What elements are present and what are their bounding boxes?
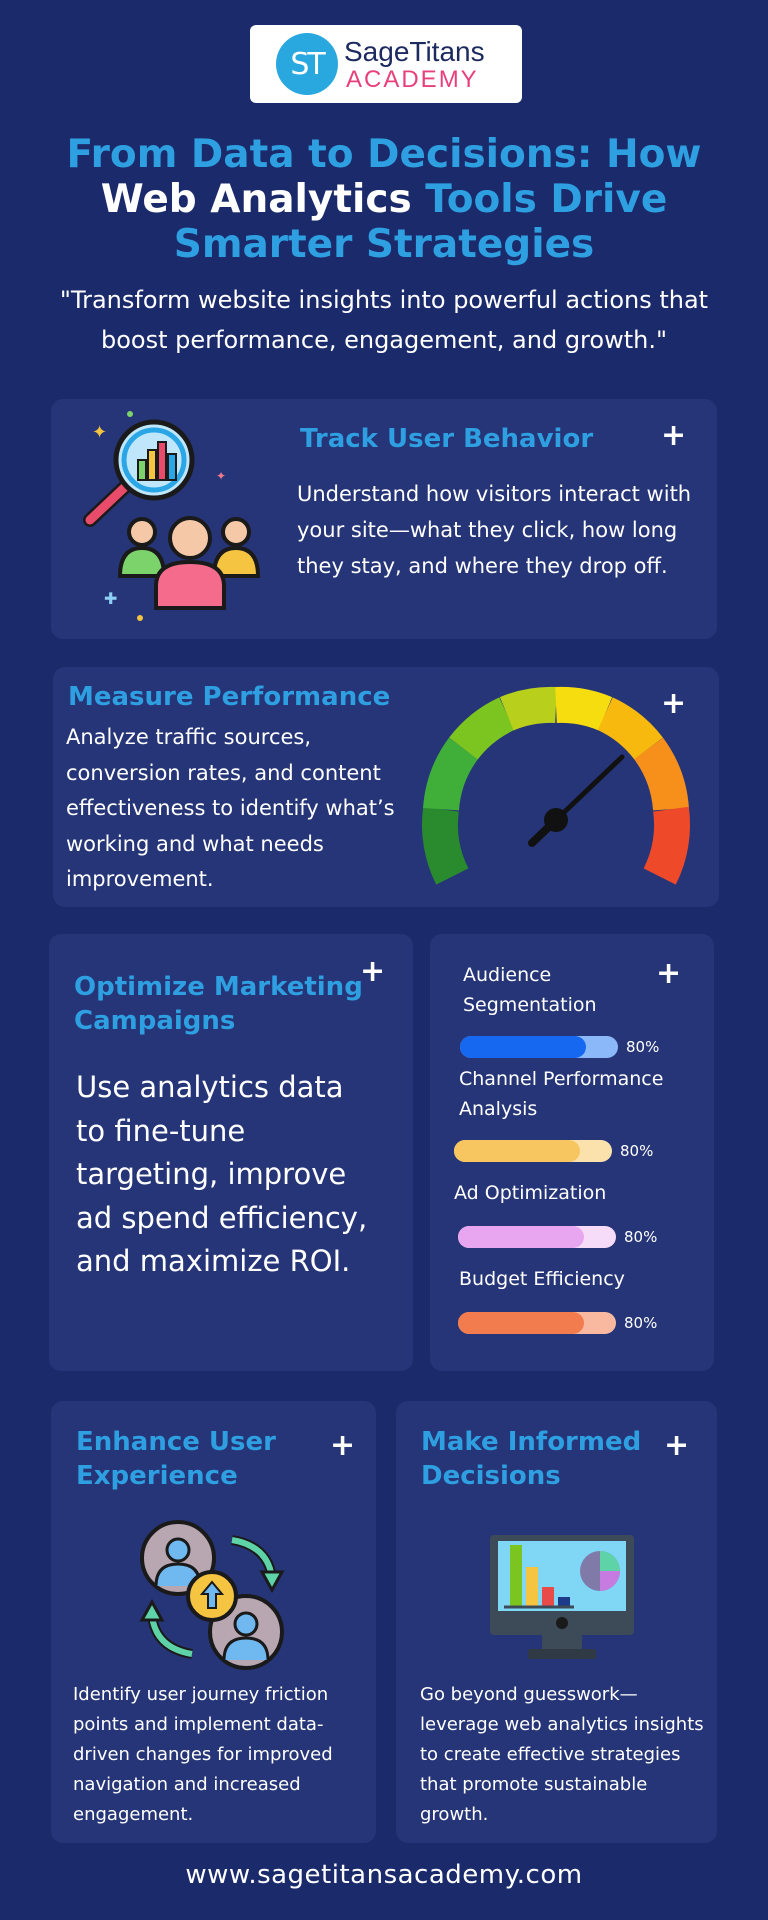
track-text: Understand how visitors interact with yo…	[297, 482, 692, 578]
title-line-2: Web Analytics Tools Drive	[20, 177, 748, 222]
card-optimize-campaigns	[49, 934, 413, 1371]
pct-ad: 80%	[624, 1228, 658, 1246]
title-line-3: Smarter Strategies	[173, 222, 595, 267]
progress-track-budget	[458, 1312, 616, 1334]
progress-fill-ad	[458, 1226, 585, 1248]
bar-label-budget: Budget Efficiency	[459, 1268, 625, 1290]
optimize-title: Optimize Marketing Campaigns	[74, 972, 363, 1036]
progress-track-ad	[458, 1226, 616, 1248]
bar-label-ad: Ad Optimization	[454, 1182, 607, 1204]
logo-academy: ACADEMY	[346, 66, 479, 93]
track-title: Track User Behavior	[300, 424, 594, 454]
enhance-title: Enhance User Experience	[76, 1427, 276, 1491]
decisions-expand-button[interactable]: +	[664, 1428, 690, 1463]
title-line-1: From Data to Decisions: How	[66, 132, 702, 177]
svg-text:✦: ✦	[92, 422, 107, 443]
pct-budget: 80%	[624, 1314, 658, 1332]
enhance-expand-button[interactable]: +	[330, 1428, 356, 1463]
speedometer-icon	[421, 686, 691, 885]
title-highlight: Web Analytics	[100, 177, 412, 222]
measure-text: Analyze traffic sources, conversion rate…	[66, 725, 395, 891]
card-measure-performance	[53, 667, 719, 907]
metrics-expand-button[interactable]: +	[656, 956, 682, 991]
measure-expand-button[interactable]: +	[661, 686, 687, 721]
decisions-text: Go beyond guesswork—leverage web analyti…	[420, 1684, 704, 1825]
page-title: From Data to Decisions: How Web Analytic…	[20, 132, 748, 267]
magnifier-users-icon: ✦ ✦ ✚	[83, 411, 261, 621]
track-expand-button[interactable]: +	[661, 418, 687, 453]
progress-track-channel	[454, 1140, 612, 1162]
decisions-title: Make Informed Decisions	[421, 1427, 642, 1491]
progress-fill-audience	[460, 1036, 587, 1058]
monitor-chart-icon	[490, 1535, 634, 1659]
enhance-text: Identify user journey friction points an…	[73, 1684, 333, 1825]
footer-url[interactable]: www.sagetitansacademy.com	[185, 1860, 583, 1890]
optimize-text: Use analytics data to fine-tune targetin…	[76, 1070, 368, 1278]
pct-channel: 80%	[620, 1142, 654, 1160]
bar-label-audience: Audience Segmentation	[463, 964, 597, 1016]
measure-title: Measure Performance	[68, 682, 391, 712]
title-line-2-rest: Tools Drive	[425, 177, 668, 222]
progress-fill-budget	[458, 1312, 585, 1334]
logo-monogram: ST	[276, 33, 338, 95]
users-exchange-icon	[139, 1520, 285, 1670]
pct-audience: 80%	[626, 1038, 660, 1056]
svg-text:✦: ✦	[216, 469, 226, 483]
optimize-expand-button[interactable]: +	[360, 954, 386, 989]
bar-label-channel: Channel Performance Analysis	[459, 1068, 664, 1120]
progress-fill-channel	[454, 1140, 581, 1162]
progress-track-audience	[460, 1036, 618, 1058]
svg-text:✚: ✚	[104, 589, 117, 608]
page-subtitle: "Transform website insights into powerfu…	[59, 286, 709, 354]
logo-name: SageTitans	[344, 36, 485, 67]
